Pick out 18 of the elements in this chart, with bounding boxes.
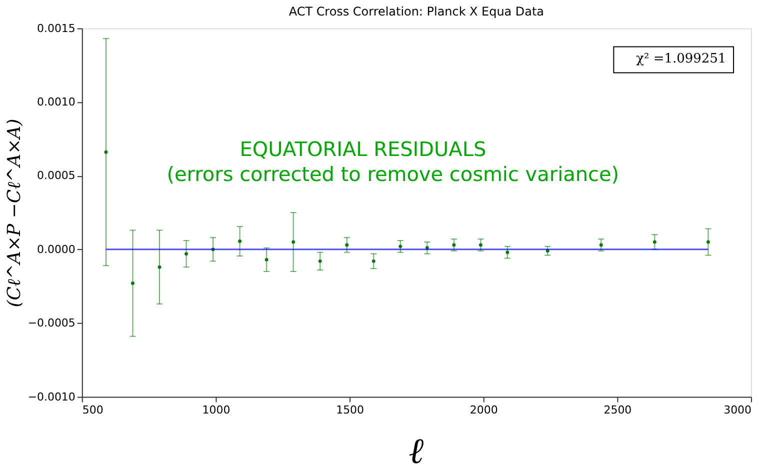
x-axis-title: ℓ	[409, 430, 425, 470]
x-tick-label: 1000	[202, 403, 230, 416]
y-tick-label: 0.0005	[37, 169, 76, 182]
y-tick-label: 0.0010	[37, 95, 76, 108]
x-tick-label: 500	[82, 403, 104, 416]
text: χ² =1.099251	[636, 52, 726, 67]
x-tick-label: 2000	[470, 403, 498, 416]
x-tick-label: 1500	[336, 403, 364, 416]
y-tick-label: −0.0005	[28, 316, 76, 330]
annotation: EQUATORIAL RESIDUALS	[240, 136, 486, 161]
y-tick-label: −0.0010	[28, 390, 76, 404]
x-tick-label: 2500	[604, 403, 632, 416]
y-tick-label: 0.0015	[37, 22, 76, 35]
y-axis-title: (Cℓ^A×P −Cℓ^A×A)	[4, 118, 25, 308]
x-tick-label: 3000	[724, 403, 752, 416]
annotation: (errors corrected to remove cosmic variance)	[166, 162, 620, 186]
chart-title: ACT Cross Correlation: Planck X Equa Data	[288, 4, 544, 18]
y-tick-label: 0.0000	[37, 242, 76, 256]
